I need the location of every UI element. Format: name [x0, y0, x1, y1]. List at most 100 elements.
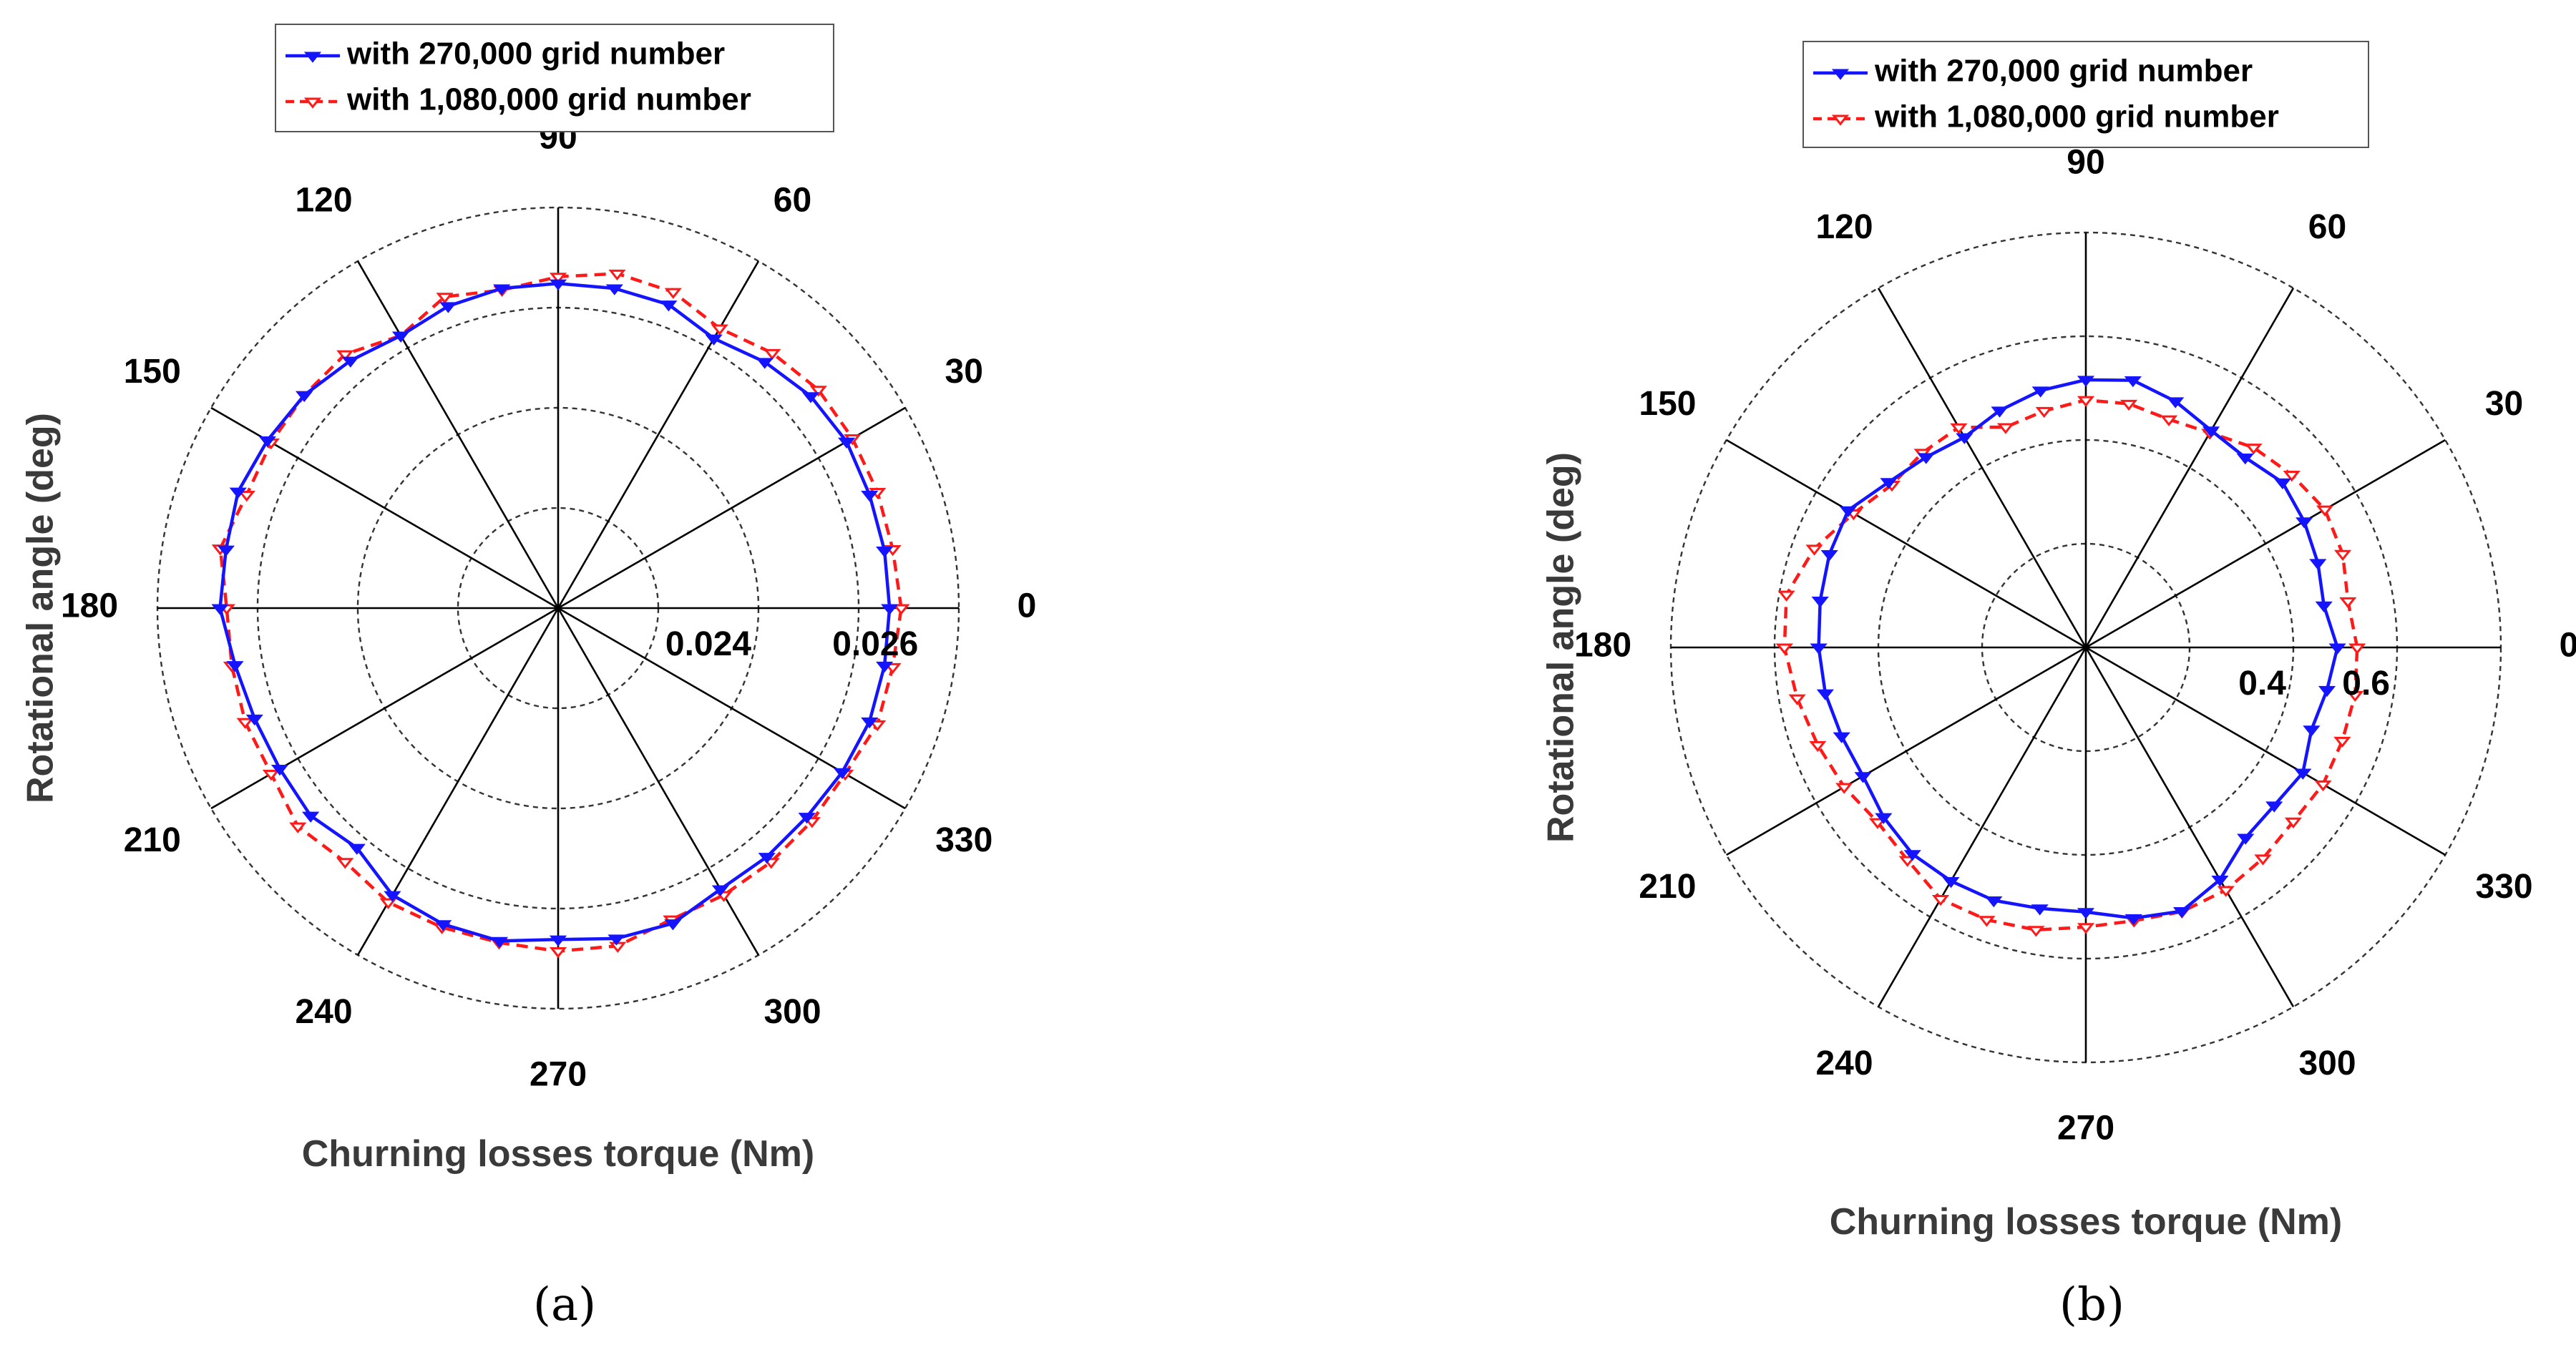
series-lines-b [1775, 376, 2366, 937]
data-point-270k [270, 765, 289, 776]
data-point-270k [1839, 506, 1857, 517]
data-point-270k [549, 279, 567, 290]
data-point-1080k [2316, 505, 2334, 517]
data-point-270k [801, 392, 820, 403]
data-point-1080k [1809, 740, 1827, 753]
data-point-1080k [2119, 399, 2138, 411]
legend-marker [1831, 114, 1850, 126]
data-point-270k [493, 284, 511, 295]
data-point-1080k [2348, 643, 2366, 655]
data-point-1080k [289, 822, 307, 833]
legend-marker [303, 97, 322, 109]
data-point-1080k [2217, 886, 2235, 897]
data-point-1080k [2027, 926, 2045, 937]
data-point-270k [439, 302, 457, 313]
data-point-1080k [1931, 895, 1950, 906]
data-point-270k [1956, 433, 1974, 444]
data-point-270k [705, 334, 723, 346]
angle-tick-label: 60 [2308, 208, 2346, 246]
data-point-270k [2124, 914, 2142, 926]
data-point-270k [838, 437, 856, 449]
angle-tick-label: 30 [945, 353, 983, 391]
data-point-1080k [336, 858, 354, 869]
data-point-270k [2315, 601, 2333, 613]
data-point-270k [2124, 376, 2142, 388]
data-point-270k [1833, 732, 1850, 743]
data-point-1080k [549, 946, 567, 959]
data-point-1080k [238, 491, 255, 502]
data-point-270k [1942, 876, 1960, 889]
data-point-1080k [2160, 415, 2178, 426]
data-point-1080k [2333, 549, 2352, 562]
legend-entry-1080k-a: with 1,080,000 grid number [286, 82, 751, 117]
series-lines-a [211, 269, 910, 959]
legend-label-1080k-a: with 1,080,000 grid number [346, 82, 751, 117]
data-point-1080k [892, 604, 910, 615]
data-point-1080k [1805, 544, 1823, 556]
data-point-1080k [2284, 817, 2303, 828]
legend-a: with 270,000 grid number with 1,080,000 … [275, 24, 834, 132]
angle-tick-label: 60 [774, 181, 811, 219]
data-point-1080k [763, 348, 781, 361]
data-point-270k [1820, 550, 1838, 562]
radial-tick-label: 0.026 [832, 625, 918, 663]
legend-marker [303, 52, 322, 63]
data-point-1080k [609, 941, 627, 953]
data-point-270k [2273, 478, 2292, 490]
data-point-1080k [336, 350, 354, 361]
data-point-270k [245, 714, 263, 726]
data-point-270k [302, 811, 320, 823]
data-point-1080k [2035, 406, 2053, 419]
angle-tick-label: 300 [763, 993, 821, 1031]
data-point-1080k [608, 269, 626, 281]
data-point-270k [758, 853, 776, 864]
data-point-270k [1811, 596, 1829, 608]
panel-label-a: (a) [533, 1278, 596, 1331]
data-point-270k [258, 436, 276, 448]
data-point-270k [348, 843, 366, 855]
radial-tick-labels-a: 0.024 0.026 [665, 625, 918, 663]
y-axis-label-b: Rotational angle (deg) [1541, 452, 1582, 843]
data-point-1080k [1777, 590, 1795, 602]
radial-tick-labels-b: 0.4 0.6 [2238, 665, 2390, 703]
data-point-270k [549, 935, 567, 946]
angle-tick-label: 330 [935, 821, 992, 859]
data-point-270k [2237, 833, 2255, 845]
data-point-270k [2309, 559, 2327, 570]
data-point-1080k [236, 718, 254, 729]
data-point-270k [2296, 517, 2313, 529]
data-point-1080k [869, 720, 887, 732]
data-point-270k [1903, 850, 1921, 861]
legend-label-1080k-b: with 1,080,000 grid number [1874, 99, 2279, 134]
data-point-270k [861, 491, 879, 502]
legend-box-b [1802, 41, 2369, 148]
polar-grid-a [156, 206, 960, 1010]
data-point-1080k [262, 770, 280, 781]
data-point-270k [2303, 725, 2321, 737]
polar-chart-b: 0 30 60 90 120 150 180 210 240 270 300 330 0.4 0.6 w… [1541, 41, 2576, 1331]
legend-marker [1831, 69, 1850, 80]
angle-tick-label: 150 [1639, 385, 1696, 423]
data-point-270k [2328, 643, 2346, 655]
radial-tick-label: 0.4 [2238, 665, 2286, 703]
angle-tick-label: 120 [295, 181, 352, 219]
data-point-270k [876, 547, 894, 558]
data-point-270k [1991, 406, 2009, 418]
data-point-1080k [1788, 694, 1806, 705]
radial-tick-label: 0.6 [2342, 665, 2390, 703]
data-point-270k [341, 356, 359, 368]
radial-tick-label: 0.024 [665, 625, 751, 663]
angle-tick-label: 330 [2476, 868, 2533, 906]
angle-tick-label: 300 [2298, 1045, 2356, 1082]
data-point-1080k [2333, 736, 2351, 748]
data-point-270k [229, 487, 247, 499]
data-point-270k [2202, 426, 2220, 438]
data-point-1080k [1868, 818, 1887, 829]
data-point-270k [608, 934, 625, 946]
data-point-270k [384, 891, 401, 902]
y-axis-label-a: Rotational angle (deg) [20, 413, 62, 803]
angle-tick-label: 210 [124, 821, 181, 859]
data-point-1080k [809, 386, 827, 397]
